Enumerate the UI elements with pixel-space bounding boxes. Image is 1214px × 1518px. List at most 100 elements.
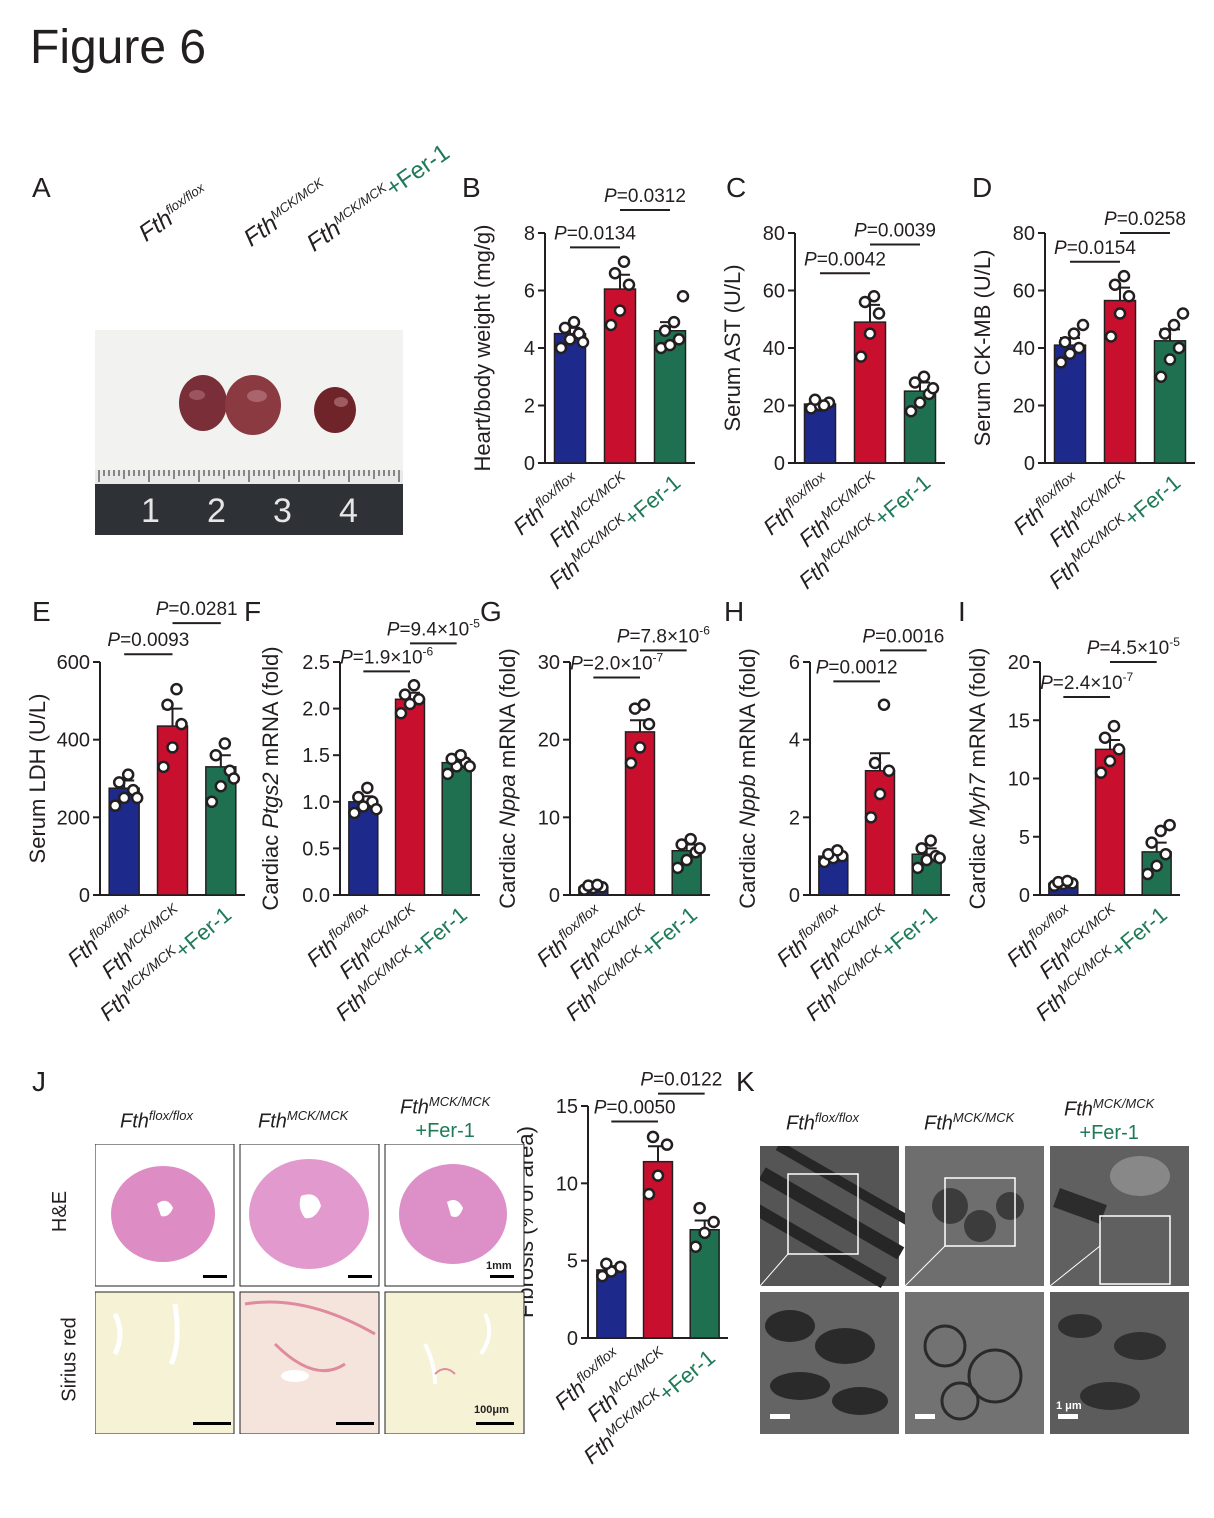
bar	[348, 801, 379, 896]
y-tick-label: 20	[538, 730, 560, 752]
data-point	[463, 760, 476, 773]
data-point	[915, 842, 928, 855]
figure-title: Figure 6	[30, 21, 207, 74]
data-point	[1154, 824, 1167, 838]
data-point	[672, 333, 686, 346]
data-point	[646, 1130, 660, 1144]
data-point	[808, 393, 822, 406]
bar	[853, 321, 887, 464]
data-point	[651, 1169, 665, 1182]
y-tick-label: 2	[524, 396, 535, 418]
y-tick-label: 0	[524, 453, 535, 475]
data-point	[1150, 859, 1163, 873]
data-point	[863, 327, 877, 340]
ruler-number: 2	[207, 492, 226, 530]
y-axis-label: Serum CK-MB (U/L)	[970, 250, 995, 447]
heart-1	[179, 375, 227, 431]
data-point	[707, 1215, 720, 1229]
p-value-label: P=0.0134	[554, 223, 636, 244]
data-point	[675, 838, 688, 851]
data-point	[205, 795, 219, 809]
data-point	[926, 382, 940, 395]
p-value-label: P=0.0281	[156, 599, 238, 620]
data-point	[864, 811, 878, 824]
scale-label-sirius: 100μm	[474, 1404, 509, 1416]
data-point	[209, 748, 223, 762]
y-tick-label: 15	[1008, 710, 1030, 732]
data-point	[854, 350, 868, 363]
p-value-label: P=4.5×10-5	[1087, 635, 1180, 659]
data-point	[454, 748, 467, 762]
data-point	[693, 1201, 706, 1215]
data-point	[117, 791, 131, 805]
data-point	[637, 698, 651, 711]
em-group-label: FthMCK/MCK +Fer-1	[1064, 1096, 1155, 1144]
data-point	[576, 336, 590, 349]
y-tick-label: 5	[567, 1251, 578, 1273]
y-tick-label: 0.0	[302, 885, 330, 907]
y-tick-label: 0	[1024, 453, 1035, 475]
y-tick-label: 0	[774, 453, 785, 475]
p-value-label: P=0.0122	[640, 1070, 722, 1091]
data-point	[591, 878, 604, 892]
histology-group-label: FthMCK/MCK +Fer-1	[400, 1094, 491, 1142]
ruler-number: 1	[141, 492, 160, 530]
bar	[1103, 299, 1137, 464]
y-tick-label: 2.5	[302, 652, 330, 674]
data-point	[1154, 370, 1168, 383]
y-tick-label: 0	[789, 885, 800, 907]
data-point	[1067, 327, 1081, 340]
y-tick-label: 200	[57, 807, 90, 829]
bar	[156, 725, 189, 896]
bar	[603, 288, 637, 464]
p-value-label: P=0.0039	[854, 221, 936, 242]
data-point	[817, 399, 831, 412]
p-value-label: P=7.8×10-6	[617, 623, 710, 647]
y-tick-label: 0	[549, 885, 560, 907]
bar	[624, 731, 656, 896]
y-tick-label: 20	[763, 396, 785, 418]
data-point	[348, 806, 361, 820]
panel-letter-d: D	[972, 172, 993, 203]
heart-2	[225, 375, 281, 435]
data-point	[1104, 330, 1118, 343]
data-point	[1113, 307, 1127, 320]
ruler-number: 3	[273, 492, 292, 530]
y-axis-label: Cardiac Myh7 mRNA (fold)	[965, 648, 990, 910]
data-point	[1158, 327, 1172, 340]
data-point	[1141, 867, 1154, 881]
data-point	[1107, 719, 1121, 733]
y-tick-label: 400	[57, 730, 90, 752]
data-point	[873, 787, 887, 801]
data-point	[370, 803, 383, 816]
data-point	[924, 834, 937, 847]
data-point	[166, 741, 179, 754]
data-point	[157, 760, 170, 774]
data-point	[676, 290, 690, 303]
y-axis-label: Serum LDH (U/L)	[25, 694, 50, 864]
data-point	[867, 290, 881, 303]
y-tick-label: 0	[567, 1328, 578, 1350]
data-point	[214, 780, 228, 793]
data-point	[624, 756, 638, 770]
data-point	[877, 698, 891, 711]
data-point	[698, 1226, 711, 1240]
data-point	[1054, 356, 1068, 369]
data-point	[689, 1240, 702, 1253]
data-point	[1112, 743, 1126, 756]
data-point	[642, 1187, 656, 1201]
data-point	[1163, 353, 1177, 366]
y-axis-label: Heart/body weight (mg/g)	[470, 225, 495, 472]
row-label-sirius: Sirius red	[58, 1317, 81, 1402]
y-tick-label: 10	[538, 807, 560, 829]
bar	[553, 332, 587, 464]
y-tick-label: 0	[1019, 885, 1030, 907]
data-point	[1094, 766, 1108, 779]
